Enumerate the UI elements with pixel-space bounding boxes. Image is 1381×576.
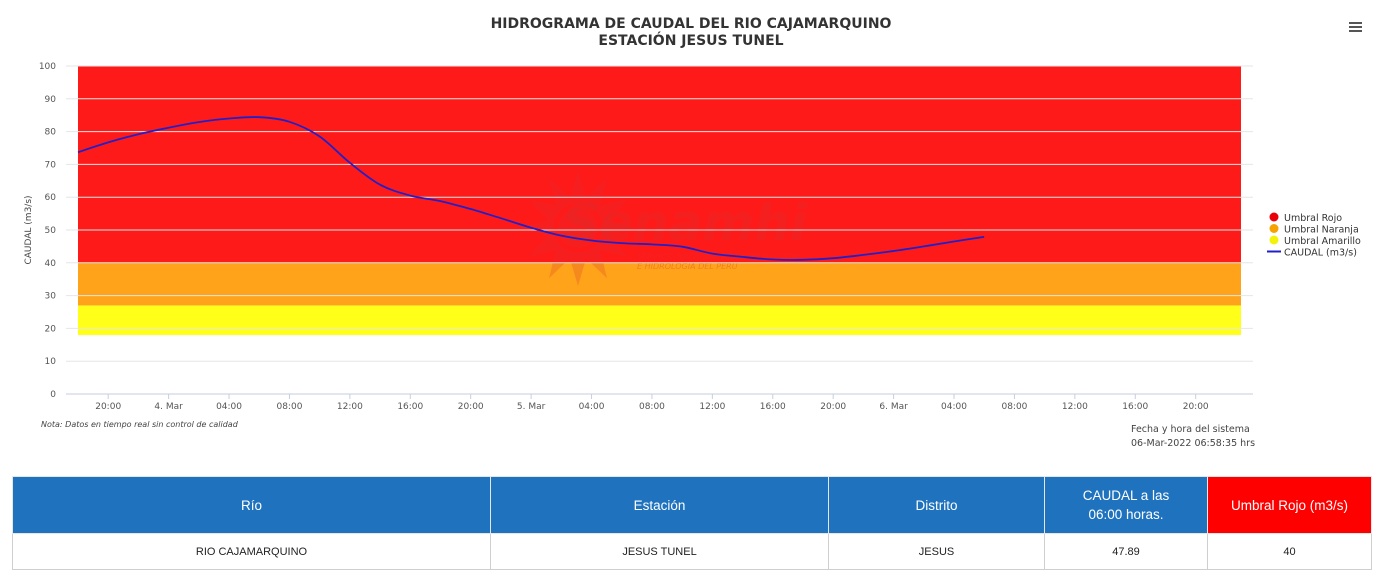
caudal-series (77, 116, 985, 261)
watermark-line2: E HIDROLOGÍA DEL PERÚ (637, 260, 738, 271)
cell-distrito: JESUS (828, 533, 1045, 570)
y-tick-label: 10 (45, 357, 57, 367)
cell-umbral: 40 (1207, 533, 1372, 570)
x-tick-label: 20:00 (95, 402, 121, 412)
legend-marker (1269, 212, 1279, 222)
x-tick-label: 04:00 (579, 402, 605, 412)
header-umbral-rojo: Umbral Rojo (m3/s) (1207, 476, 1372, 534)
x-tick-label: 12:00 (1062, 402, 1088, 412)
x-tick-label: 16:00 (397, 402, 423, 412)
cell-rio: RIO CAJAMARQUINO (12, 533, 491, 570)
x-tick-label: 6. Mar (879, 402, 908, 412)
y-tick-label: 60 (45, 193, 57, 203)
system-time: 06-Mar-2022 06:58:35 hrs (1131, 438, 1255, 449)
legend-item[interactable]: Umbral Amarillo (1284, 236, 1361, 247)
cell-estacion: JESUS TUNEL (490, 533, 829, 570)
x-tick-label: 4. Mar (154, 402, 183, 412)
watermark-line1: SERVICIO NACIONAL DE METEOROLOGÍA (637, 250, 800, 261)
x-tick-label: 20:00 (1183, 402, 1209, 412)
caudal-line (77, 116, 985, 261)
quality-note: Nota: Datos en tiempo real sin control d… (41, 420, 239, 429)
legend-marker (1269, 224, 1279, 233)
y-tick-label: 100 (39, 62, 56, 72)
y-tick-label: 50 (45, 226, 57, 236)
y-tick-label: 80 (45, 128, 57, 138)
x-tick-label: 08:00 (639, 402, 665, 412)
hydrograph-chart: HIDROGRAMA DE CAUDAL DEL RIO CAJAMARQUIN… (24, 16, 1361, 449)
y-tick-label: 20 (45, 324, 57, 334)
chart-subtitle: ESTACIÓN JESUS TUNEL (598, 31, 783, 49)
x-tick-label: 16:00 (760, 402, 786, 412)
watermark-brand: Senamhi (563, 194, 808, 252)
table-header-row: Río Estación Distrito CAUDAL a las 06:00 … (12, 476, 1372, 534)
hamburger-menu-icon[interactable] (1346, 18, 1366, 36)
x-tick-label: 20:00 (820, 402, 846, 412)
x-tick-label: 04:00 (941, 402, 967, 412)
y-tick-label: 90 (45, 95, 57, 105)
legend-item[interactable]: CAUDAL (m3/s) (1284, 248, 1357, 259)
legend-item[interactable]: Umbral Naranja (1284, 225, 1359, 236)
legend-item[interactable]: Umbral Rojo (1284, 213, 1342, 224)
header-rio: Río (12, 476, 491, 534)
x-tick-label: 5. Mar (517, 402, 546, 412)
x-tick-label: 16:00 (1122, 402, 1148, 412)
header-distrito: Distrito (828, 476, 1045, 534)
header-estacion: Estación (490, 476, 829, 534)
station-table: Río Estación Distrito CAUDAL a las 06:00 … (12, 476, 1372, 570)
y-tick-label: 0 (50, 390, 56, 400)
band-umbral-naranja (78, 262, 1241, 306)
header-caudal: CAUDAL a las 06:00 horas. (1044, 476, 1208, 534)
x-tick-label: 08:00 (276, 402, 302, 412)
table-row: RIO CAJAMARQUINO JESUS TUNEL JESUS 47.89… (12, 533, 1372, 570)
x-tick-label: 20:00 (458, 402, 484, 412)
chart-title: HIDROGRAMA DE CAUDAL DEL RIO CAJAMARQUIN… (491, 16, 892, 32)
y-tick-label: 30 (45, 292, 57, 302)
x-tick-label: 12:00 (337, 402, 363, 412)
x-tick-label: 08:00 (1001, 402, 1027, 412)
band-umbral-amarillo (78, 305, 1241, 335)
y-axis-title: CAUDAL (m3/s) (24, 195, 34, 264)
header-caudal-line2: 06:00 horas. (1088, 507, 1164, 522)
cell-caudal: 47.89 (1044, 533, 1208, 570)
y-axis-ticks: 0 10 20 30 40 50 60 70 80 90 100 (39, 62, 1253, 400)
legend-marker (1269, 235, 1279, 245)
x-tick-label: 04:00 (216, 402, 242, 412)
y-tick-label: 40 (45, 259, 57, 269)
x-axis-ticks: 20:00 4. Mar 04:00 08:00 12:00 16:00 20:00 5. M… (95, 394, 1209, 412)
y-tick-label: 70 (45, 160, 57, 170)
header-caudal-line1: CAUDAL a las (1082, 488, 1170, 503)
x-tick-label: 12:00 (699, 402, 725, 412)
sun-logo-icon (520, 170, 636, 286)
system-time-label: Fecha y hora del sistema (1131, 424, 1250, 435)
